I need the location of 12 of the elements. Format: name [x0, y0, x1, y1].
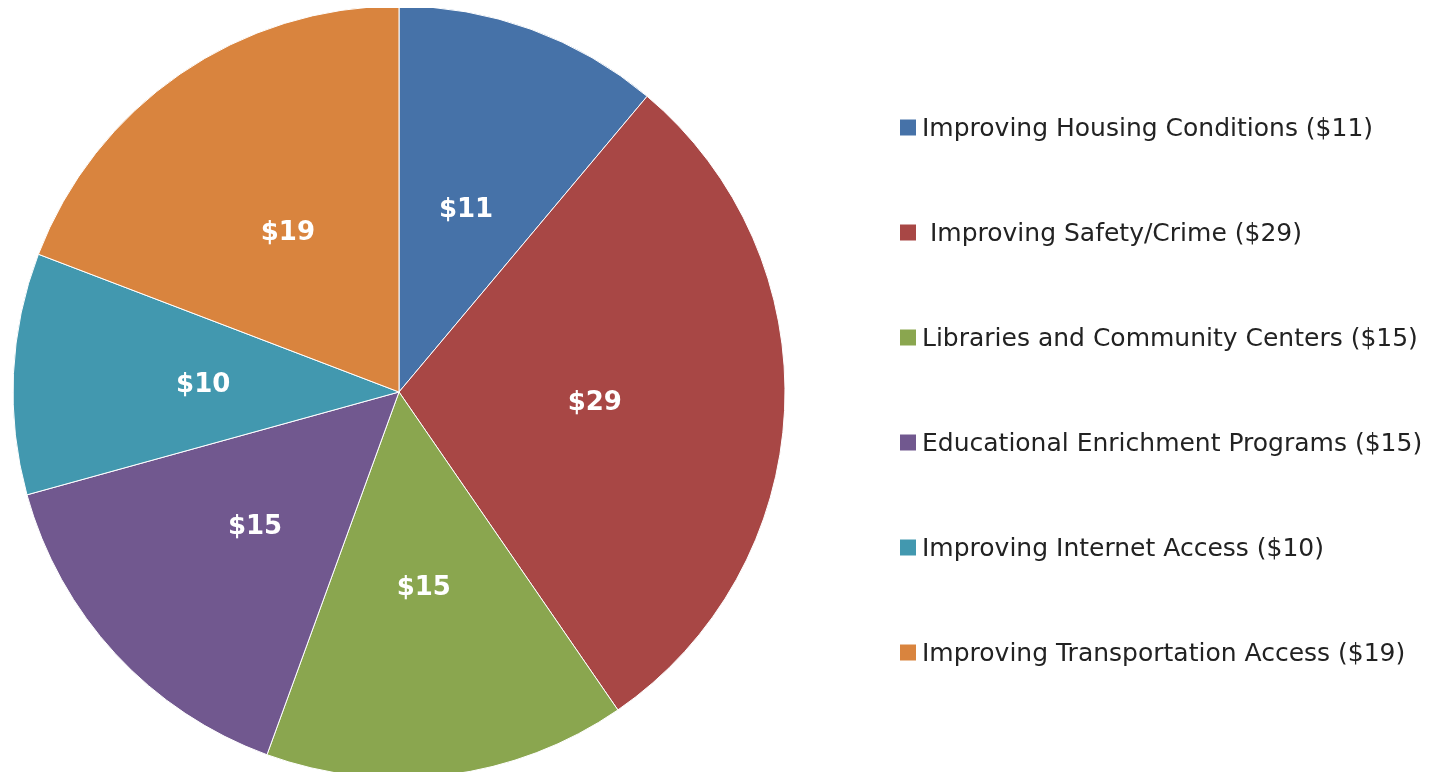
legend-label: Improving Transportation Access ($19) — [922, 638, 1406, 667]
legend-label: Educational Enrichment Programs ($15) — [922, 428, 1423, 457]
data-label: $11 — [438, 192, 494, 223]
data-label: $15 — [227, 509, 283, 540]
data-label: $29 — [567, 386, 622, 417]
legend-label: Improving Internet Access ($10) — [922, 533, 1324, 562]
legend-label: Improving Safety/Crime ($29) — [922, 218, 1302, 247]
data-label: $10 — [176, 367, 231, 398]
data-label: $19 — [260, 215, 315, 246]
legend-label: Libraries and Community Centers ($15) — [922, 323, 1418, 352]
legend-label: Improving Housing Conditions ($11) — [922, 113, 1374, 142]
data-label: $15 — [396, 571, 451, 602]
